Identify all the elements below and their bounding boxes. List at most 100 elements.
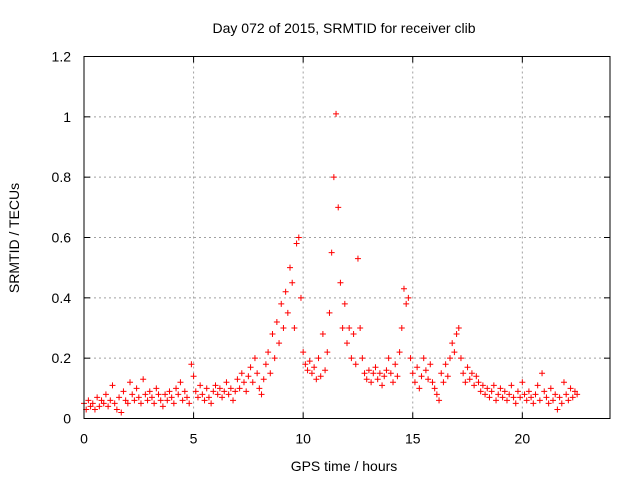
data-point (300, 349, 307, 356)
data-point (308, 370, 315, 377)
data-point (337, 279, 344, 286)
data-point (556, 394, 563, 401)
data-point (471, 382, 478, 389)
data-point (390, 379, 397, 386)
data-point (240, 379, 247, 386)
data-point (265, 349, 272, 356)
data-point (348, 355, 355, 362)
data-point (569, 394, 576, 401)
data-point (425, 376, 432, 383)
data-point (219, 394, 226, 401)
data-point (473, 373, 480, 380)
data-point (293, 240, 300, 247)
data-point (208, 400, 215, 407)
data-point (427, 361, 434, 368)
data-point (155, 391, 162, 398)
data-point (94, 394, 101, 401)
data-point (197, 382, 204, 389)
data-point (311, 364, 318, 371)
x-tick-label: 5 (190, 431, 198, 447)
data-point (245, 373, 252, 380)
data-point (466, 376, 473, 383)
data-point (333, 110, 340, 117)
data-point (565, 397, 572, 404)
data-point (232, 388, 239, 395)
data-point (374, 376, 381, 383)
data-point (550, 397, 557, 404)
data-point (350, 331, 357, 338)
data-point (177, 379, 184, 386)
data-point (85, 397, 92, 404)
data-point (304, 367, 311, 374)
x-tick-label: 0 (80, 431, 88, 447)
data-point (563, 391, 570, 398)
data-point (488, 388, 495, 395)
data-point (164, 397, 171, 404)
data-point (479, 382, 486, 389)
data-point (260, 376, 267, 383)
data-point (359, 355, 366, 362)
data-point (113, 406, 120, 413)
data-point (98, 397, 105, 404)
data-point (451, 349, 458, 356)
data-point (484, 385, 491, 392)
data-point (403, 300, 410, 307)
data-point (186, 400, 193, 407)
data-point (383, 367, 390, 374)
data-point (194, 394, 201, 401)
data-point (493, 397, 500, 404)
data-point (407, 355, 414, 362)
data-point (317, 373, 324, 380)
data-point (100, 400, 107, 407)
x-tick-label: 15 (405, 431, 421, 447)
data-point (212, 382, 219, 389)
data-point (368, 379, 375, 386)
data-point (490, 382, 497, 389)
data-point (306, 358, 313, 365)
data-point (554, 406, 561, 413)
data-point (512, 400, 519, 407)
data-point (449, 340, 456, 347)
y-tick-label: 0 (63, 411, 71, 427)
x-tick-label: 20 (515, 431, 531, 447)
data-point (534, 382, 541, 389)
data-point (422, 367, 429, 374)
data-point (475, 379, 482, 386)
data-point (230, 397, 237, 404)
data-point (444, 373, 451, 380)
data-point (372, 364, 379, 371)
y-tick-label: 0.4 (52, 290, 72, 306)
data-point (127, 379, 134, 386)
data-point (273, 318, 280, 325)
data-point (116, 394, 123, 401)
data-point (357, 325, 364, 331)
plot-frame (83, 56, 611, 419)
data-point (157, 397, 164, 404)
data-point (514, 388, 521, 395)
data-point (558, 400, 565, 407)
data-point (144, 397, 151, 404)
data-point (409, 370, 416, 377)
data-point (269, 331, 276, 338)
data-point (341, 300, 348, 307)
y-axis-label: SRMTID / TECUs (6, 183, 22, 293)
data-point (205, 394, 212, 401)
data-point (173, 385, 180, 392)
data-point (190, 373, 197, 380)
data-point (530, 400, 537, 407)
data-point (146, 388, 153, 395)
data-point (414, 364, 421, 371)
data-point (552, 391, 559, 398)
data-point (440, 379, 447, 386)
data-point (247, 364, 254, 371)
data-point (335, 204, 342, 211)
data-point (539, 370, 546, 377)
data-point (567, 385, 574, 392)
data-point (528, 394, 535, 401)
data-point (543, 394, 550, 401)
data-point (122, 397, 129, 404)
data-point (181, 388, 188, 395)
data-point (499, 394, 506, 401)
data-point (166, 388, 173, 395)
data-point (295, 234, 302, 241)
